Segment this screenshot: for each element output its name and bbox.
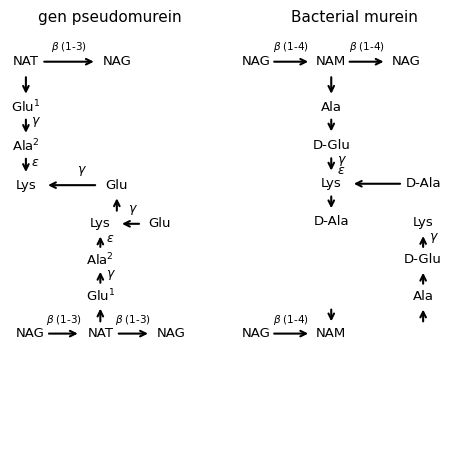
Text: NAG: NAG [16, 327, 45, 340]
Text: D-Ala: D-Ala [405, 177, 441, 190]
Text: $\gamma$: $\gamma$ [337, 154, 347, 168]
Text: Glu: Glu [148, 217, 171, 230]
Text: Glu: Glu [106, 179, 128, 191]
Text: $\varepsilon$: $\varepsilon$ [31, 156, 39, 169]
Text: $\beta$ (1-3): $\beta$ (1-3) [46, 312, 82, 327]
Text: $\beta$ (1-4): $\beta$ (1-4) [273, 312, 309, 327]
Text: Lys: Lys [16, 179, 36, 191]
Text: NAT: NAT [13, 55, 39, 68]
Text: Glu$^1$: Glu$^1$ [11, 99, 41, 116]
Text: NAG: NAG [156, 327, 185, 340]
Text: Ala: Ala [413, 291, 434, 303]
Text: NAG: NAG [241, 327, 270, 340]
Text: $\beta$ (1-4): $\beta$ (1-4) [273, 40, 309, 54]
Text: gen pseudomurein: gen pseudomurein [38, 10, 182, 26]
Text: Ala$^2$: Ala$^2$ [86, 251, 114, 268]
Text: NAM: NAM [316, 55, 346, 68]
Text: $\gamma$: $\gamma$ [128, 203, 138, 217]
Text: $\beta$ (1-3): $\beta$ (1-3) [115, 312, 151, 327]
Text: $\beta$ (1-3): $\beta$ (1-3) [51, 40, 87, 54]
Text: $\gamma$: $\gamma$ [31, 115, 41, 129]
Text: Ala$^2$: Ala$^2$ [12, 138, 40, 155]
Text: $\gamma$: $\gamma$ [106, 268, 116, 282]
Text: Glu$^1$: Glu$^1$ [86, 288, 115, 304]
Text: Lys: Lys [90, 217, 111, 230]
Text: Lys: Lys [413, 216, 434, 229]
Text: Ala: Ala [321, 101, 342, 114]
Text: NAM: NAM [316, 327, 346, 340]
Text: NAG: NAG [392, 55, 421, 68]
Text: $\gamma$: $\gamma$ [429, 231, 439, 245]
Text: NAG: NAG [102, 55, 131, 68]
Text: Bacterial murein: Bacterial murein [292, 10, 418, 26]
Text: $\beta$ (1-4): $\beta$ (1-4) [348, 40, 384, 54]
Text: NAT: NAT [87, 327, 113, 340]
Text: D-Glu: D-Glu [404, 253, 442, 266]
Text: NAG: NAG [241, 55, 270, 68]
Text: Lys: Lys [321, 177, 342, 190]
Text: $\gamma$: $\gamma$ [76, 164, 86, 178]
Text: D-Ala: D-Ala [313, 215, 349, 228]
Text: $\varepsilon$: $\varepsilon$ [106, 232, 114, 246]
Text: $\varepsilon$: $\varepsilon$ [337, 164, 345, 177]
Text: D-Glu: D-Glu [312, 138, 350, 152]
